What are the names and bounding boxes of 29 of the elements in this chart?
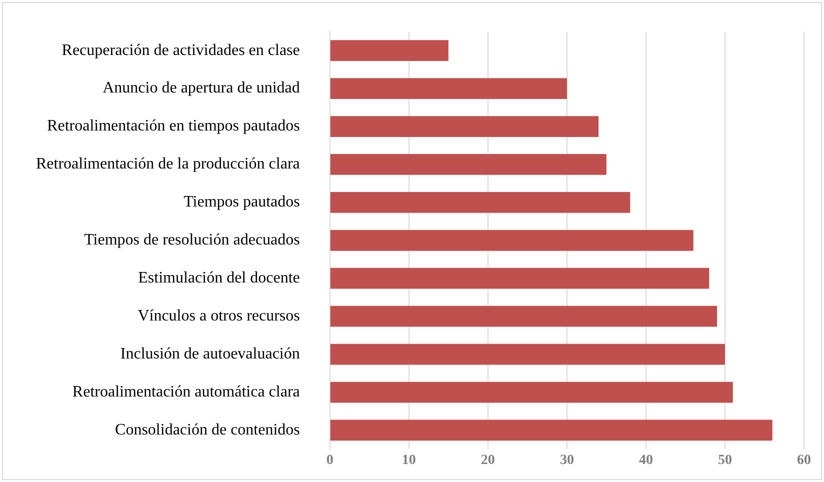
x-tick-label: 40 [638,453,653,468]
bar [330,116,599,137]
y-tick-label: Vínculos a otros recursos [138,308,300,325]
x-tick-label: 20 [480,453,495,468]
y-tick-label: Consolidación de contenidos [115,421,300,438]
y-tick-label: Estimulación del docente [138,270,300,287]
y-tick-label: Retroalimentación en tiempos pautados [47,118,300,135]
bar [330,344,725,365]
y-tick-label: Retroalimentación de la producción clara [36,156,300,173]
bar [330,420,772,441]
y-tick-label: Recuperación de actividades en clase [62,42,300,59]
x-tick-label: 50 [718,453,732,468]
bar [330,230,694,251]
bar [330,40,448,62]
bar [330,268,710,289]
y-tick-label: Tiempos pautados [184,194,300,211]
y-tick-label: Anuncio de apertura de unidad [102,80,300,97]
bar [330,382,733,403]
x-tick-label: 60 [797,453,811,468]
bar [330,306,718,327]
x-tick-label: 30 [560,453,574,468]
y-tick-label: Inclusión de autoevaluación [120,345,300,362]
x-tick-label: 0 [326,453,334,468]
bar [330,192,630,213]
y-tick-label: Tiempos de resolución adecuados [84,232,300,249]
bar [330,154,606,175]
bar [330,78,567,99]
y-tick-label: Retroalimentación automática clara [72,383,300,400]
x-tick-label: 10 [402,453,416,468]
